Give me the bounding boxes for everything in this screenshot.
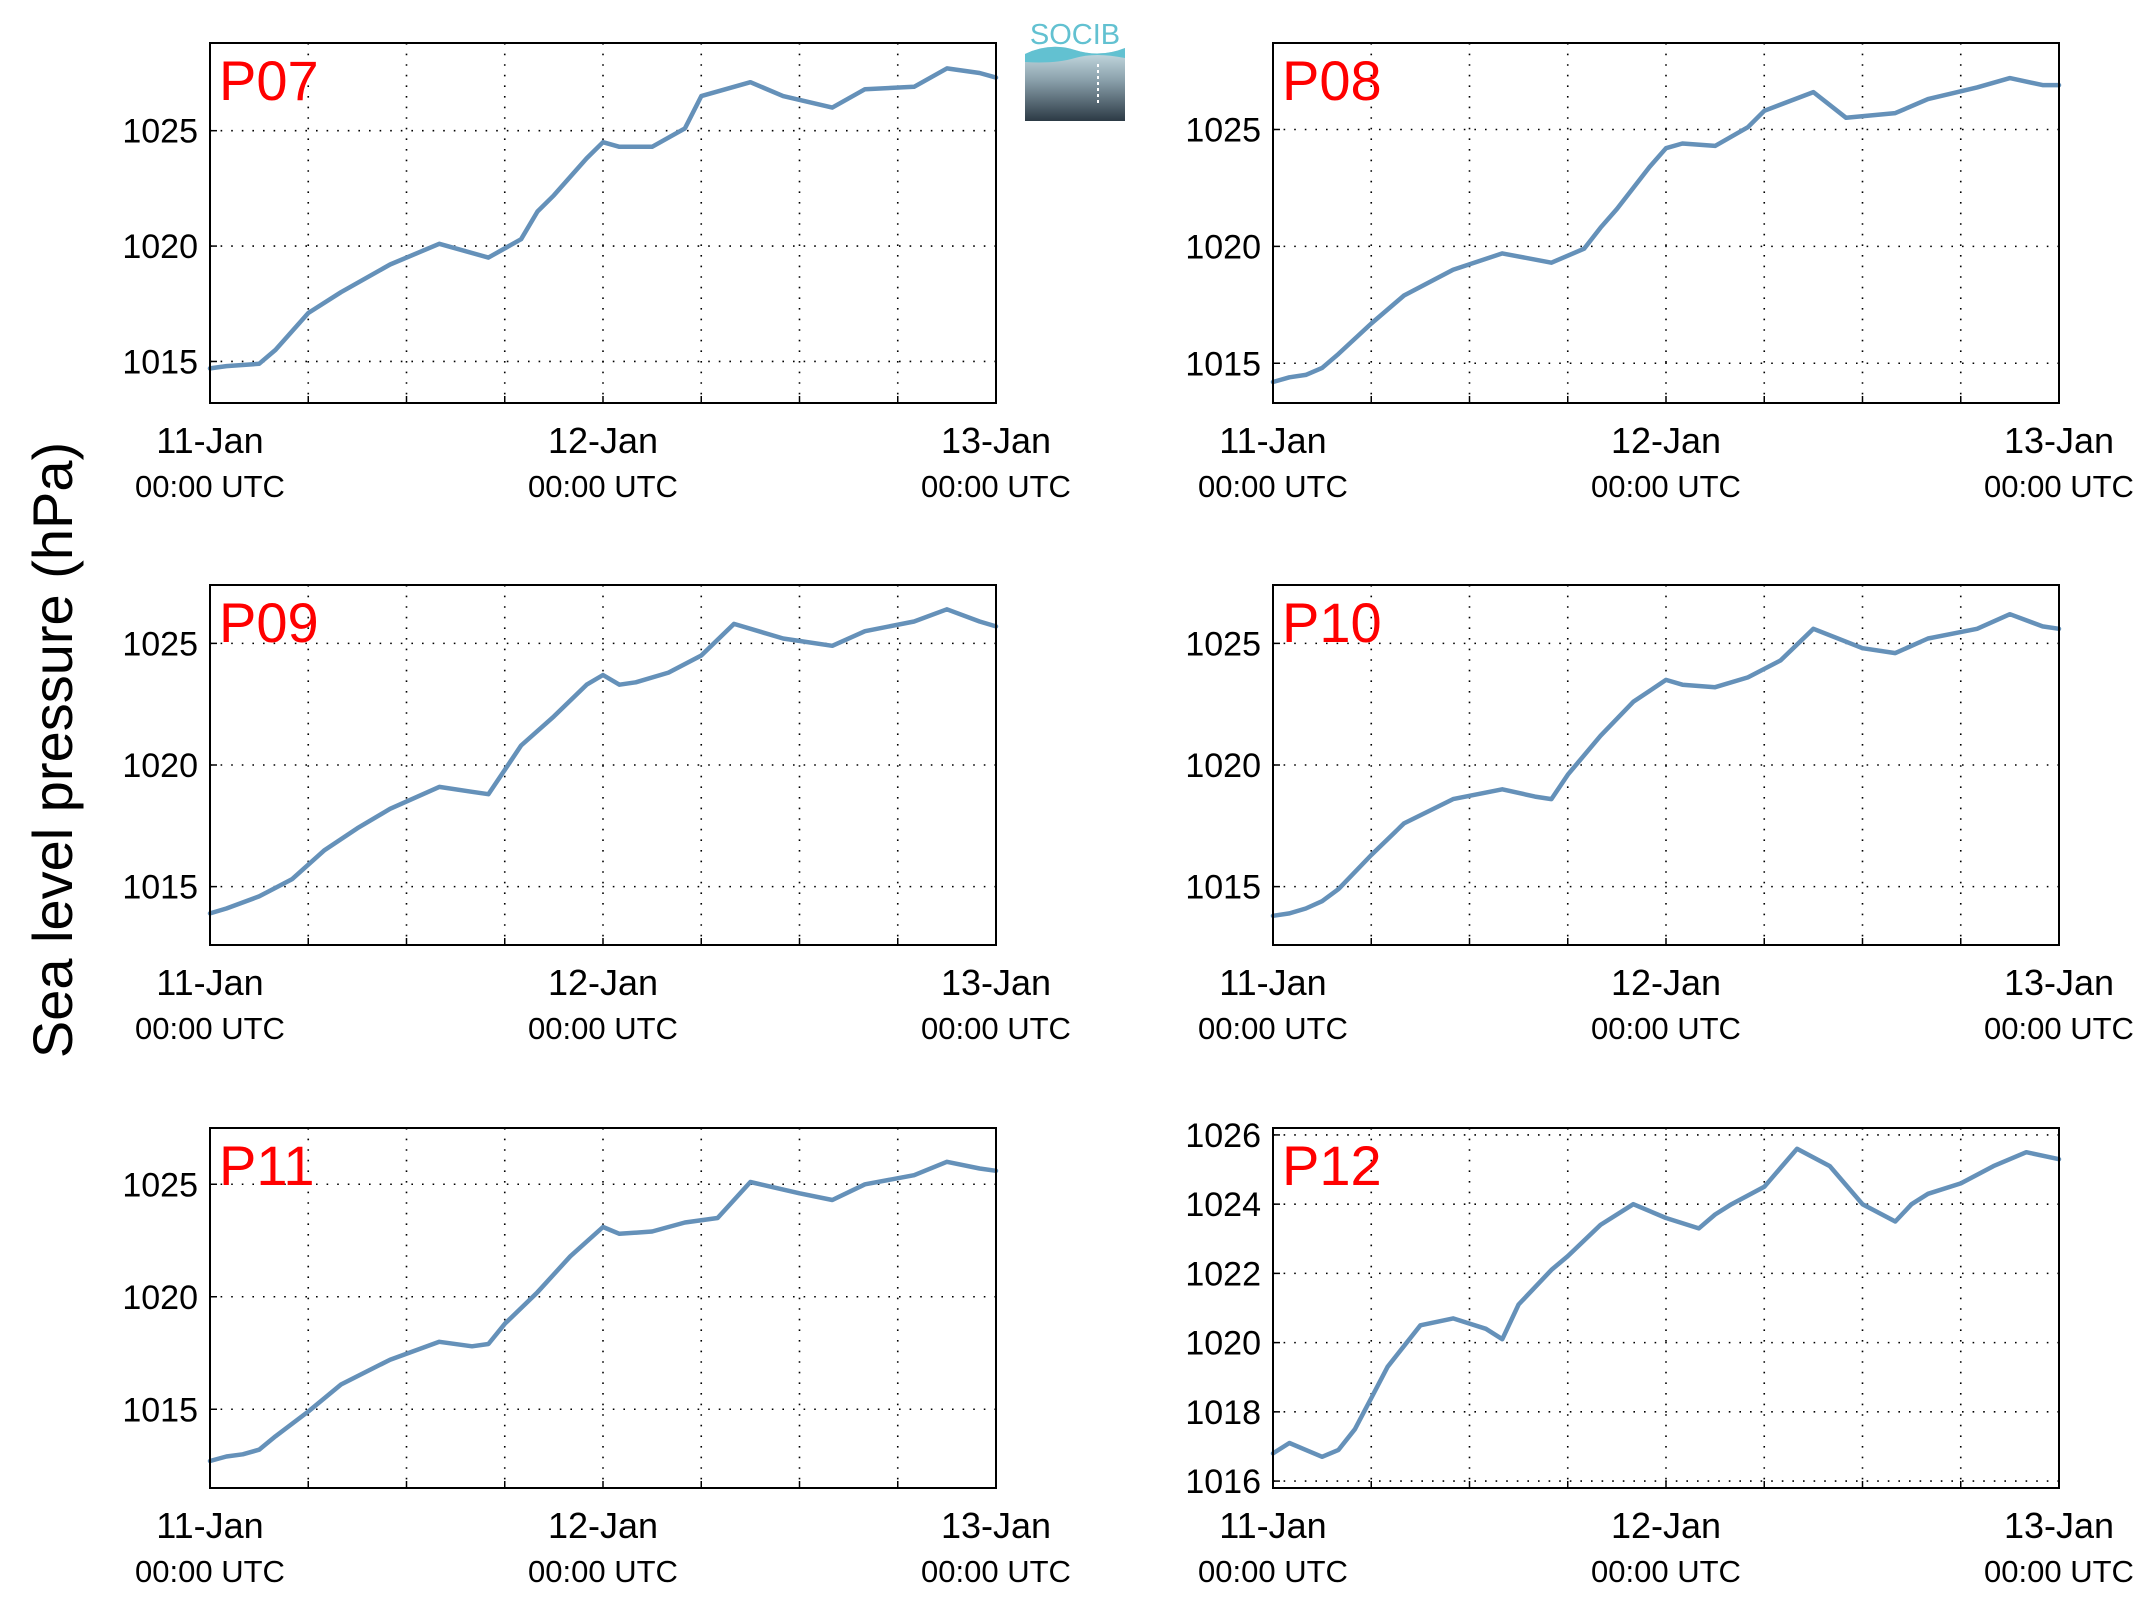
plot-frame	[1272, 42, 2060, 404]
series-line	[207, 607, 999, 916]
y-tick-label: 1018	[1185, 1394, 1261, 1432]
station-label: P08	[1282, 49, 1382, 112]
x-tick-label-time: 00:00 UTC	[528, 1554, 678, 1589]
station-label: P09	[219, 591, 319, 654]
y-tick-label: 1024	[1185, 1186, 1261, 1224]
panel-p09: 1015 1020 1025 11-Jan 00:00 UTC 12-Jan 00:00 U…	[122, 584, 1071, 1046]
y-tick-label: 1022	[1185, 1255, 1261, 1293]
x-tick-label-time: 00:00 UTC	[1984, 1554, 2134, 1589]
y-tick-label: 1020	[122, 1279, 198, 1317]
x-tick-label-time: 00:00 UTC	[921, 469, 1071, 504]
x-tick-label-time: 00:00 UTC	[135, 1554, 285, 1589]
x-tick-label-day: 13-Jan	[941, 962, 1051, 1003]
y-tick-label: 1020	[1185, 228, 1261, 266]
y-tick-label: 1020	[122, 747, 198, 785]
x-tick-label-day: 12-Jan	[548, 420, 658, 461]
series-line	[207, 1159, 999, 1464]
x-tick-label-time: 00:00 UTC	[1591, 1011, 1741, 1046]
x-tick-label-time: 00:00 UTC	[921, 1554, 1071, 1589]
x-tick-label-day: 12-Jan	[1611, 1505, 1721, 1546]
panel-p12: 1016 1018 1020 1022 1024 1026 11-Jan 00:00 UTC 1…	[1185, 1117, 2134, 1589]
series-line	[1270, 611, 2062, 919]
plot-frame	[1272, 1127, 2060, 1489]
plot-frame	[209, 1127, 997, 1489]
y-tick-label: 1025	[122, 625, 198, 663]
x-tick-label-time: 00:00 UTC	[528, 1011, 678, 1046]
x-tick-label-day: 11-Jan	[1219, 1505, 1326, 1546]
x-tick-label-day: 13-Jan	[2004, 420, 2114, 461]
x-tick-label-time: 00:00 UTC	[921, 1011, 1071, 1046]
panel-p07: 1015 1020 1025 11-Jan 00:00 UTC 12-Jan 00:00 U…	[122, 42, 1071, 504]
x-tick-label-day: 11-Jan	[156, 420, 263, 461]
panel-p08: 1015 1020 1025 11-Jan 00:00 UTC 12-Jan 00:00 U…	[1185, 42, 2134, 504]
y-tick-label: 1015	[122, 869, 198, 907]
x-tick-label-day: 11-Jan	[1219, 420, 1326, 461]
x-tick-label-time: 00:00 UTC	[1984, 1011, 2134, 1046]
plot-frame	[1272, 584, 2060, 946]
series-line	[207, 66, 999, 371]
x-tick-label-time: 00:00 UTC	[1198, 1554, 1348, 1589]
series-line	[1270, 1146, 2062, 1460]
x-tick-label-time: 00:00 UTC	[528, 469, 678, 504]
x-tick-label-time: 00:00 UTC	[1591, 1554, 1741, 1589]
y-tick-label: 1015	[1185, 869, 1261, 907]
y-tick-label: 1025	[1185, 625, 1261, 663]
y-tick-label: 1015	[122, 1391, 198, 1429]
y-tick-label: 1020	[1185, 1325, 1261, 1363]
x-tick-label-time: 00:00 UTC	[1984, 469, 2134, 504]
y-tick-label: 1025	[122, 113, 198, 151]
panel-p11: 1015 1020 1025 11-Jan 00:00 UTC 12-Jan 00:00 U…	[122, 1127, 1071, 1589]
y-tick-label: 1026	[1185, 1117, 1261, 1155]
station-label: P07	[219, 49, 319, 112]
x-tick-label-day: 12-Jan	[1611, 420, 1721, 461]
y-tick-label: 1025	[122, 1166, 198, 1204]
y-tick-label: 1015	[1185, 345, 1261, 383]
x-tick-label-time: 00:00 UTC	[135, 1011, 285, 1046]
x-tick-label-day: 11-Jan	[156, 1505, 263, 1546]
x-tick-label-day: 13-Jan	[941, 1505, 1051, 1546]
x-tick-label-day: 13-Jan	[2004, 1505, 2114, 1546]
y-tick-label: 1020	[122, 228, 198, 266]
logo-text: SOCIB	[1030, 19, 1120, 51]
y-tick-label: 1025	[1185, 111, 1261, 149]
x-tick-label-time: 00:00 UTC	[1198, 469, 1348, 504]
plot-frame	[209, 42, 997, 404]
x-tick-label-time: 00:00 UTC	[135, 469, 285, 504]
x-tick-label-day: 11-Jan	[1219, 962, 1326, 1003]
series-line	[1270, 75, 2062, 385]
y-tick-label: 1020	[1185, 747, 1261, 785]
x-tick-label-day: 11-Jan	[156, 962, 263, 1003]
x-tick-label-time: 00:00 UTC	[1198, 1011, 1348, 1046]
panel-p10: 1015 1020 1025 11-Jan 00:00 UTC 12-Jan 00:00 U…	[1185, 584, 2134, 1046]
x-tick-label-day: 13-Jan	[941, 420, 1051, 461]
x-tick-label-day: 12-Jan	[548, 962, 658, 1003]
x-tick-label-day: 12-Jan	[548, 1505, 658, 1546]
x-tick-label-day: 13-Jan	[2004, 962, 2114, 1003]
socib-logo: SOCIB	[1025, 18, 1125, 121]
y-tick-label: 1016	[1185, 1463, 1261, 1501]
station-label: P12	[1282, 1134, 1382, 1197]
station-label: P11	[219, 1134, 314, 1197]
plot-frame	[209, 584, 997, 946]
y-tick-label: 1015	[122, 343, 198, 381]
x-tick-label-day: 12-Jan	[1611, 962, 1721, 1003]
y-axis-label: Sea level pressure (hPa)	[21, 442, 84, 1058]
station-label: P10	[1282, 591, 1382, 654]
x-tick-label-time: 00:00 UTC	[1591, 469, 1741, 504]
